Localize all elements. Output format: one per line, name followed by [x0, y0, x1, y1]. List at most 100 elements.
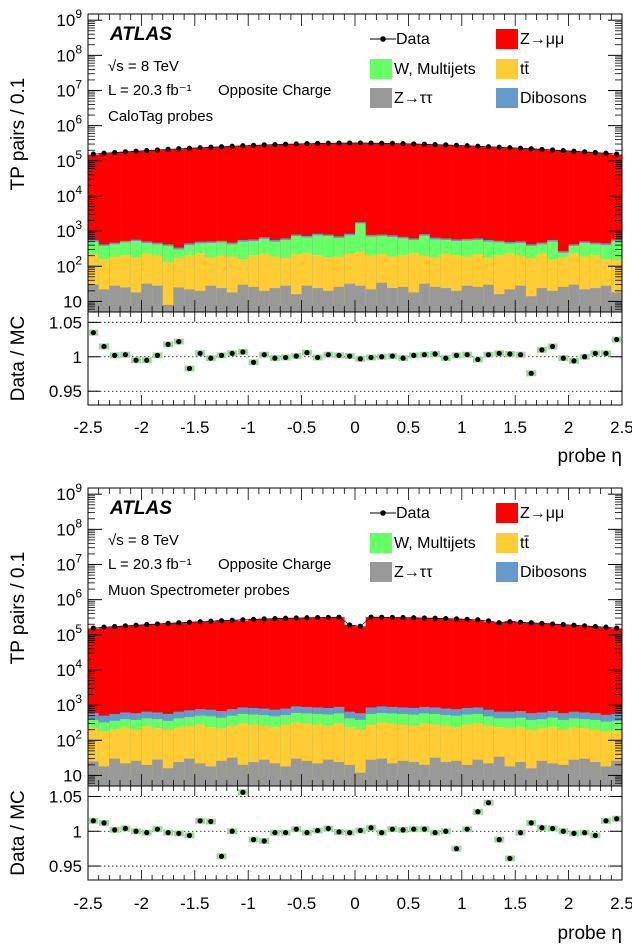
experiment-label: ATLAS: [109, 498, 172, 519]
bar-ztautau: [589, 762, 601, 786]
bar-zmumu: [162, 149, 174, 312]
bar-zmumu: [205, 147, 217, 312]
bar-zmumu: [88, 628, 99, 786]
bar-ztautau: [141, 283, 153, 312]
bar-zmumu: [589, 626, 601, 786]
y-tick-label: 105: [56, 622, 82, 645]
ratio-point: [218, 853, 225, 859]
bar-ttbar: [515, 255, 527, 312]
ratio-point: [101, 343, 107, 350]
bar-ttbar: [365, 255, 377, 312]
bar-zmumu: [440, 618, 452, 786]
ratio-point: [432, 830, 438, 836]
bar-ttbar: [461, 724, 473, 786]
legend-swatch-ttbar: [496, 59, 518, 79]
ratio-point: [176, 830, 182, 836]
ratio-point: [400, 827, 406, 833]
legend: Data Z→μμ W, Multijets tt̄ Z→ττ Dibosons: [370, 503, 587, 582]
bar-ttbar: [429, 724, 441, 786]
bar-ttbar: [141, 253, 153, 312]
ratio-point: [549, 825, 556, 832]
ratio-point: [90, 818, 96, 824]
lumi-label: L = 20.3 fb⁻¹: [108, 556, 192, 573]
bar-zmumu: [429, 618, 441, 786]
legend-swatch-ztautau: [370, 88, 392, 108]
bar-ztautau: [536, 288, 548, 312]
bar-ttbar: [184, 254, 196, 312]
bar-ttbar: [290, 722, 302, 786]
bar-zmumu: [387, 143, 399, 312]
bar-ztautau: [451, 760, 463, 786]
x-tick-label: -1.5: [180, 418, 209, 437]
bar-ttbar: [461, 256, 473, 312]
y-tick-base: 10: [56, 257, 75, 276]
bar-ttbar: [322, 725, 334, 786]
legend-label: tt̄: [520, 61, 529, 78]
ratio-point: [240, 349, 246, 355]
bar-ttbar: [194, 724, 206, 786]
bar-ztautau: [152, 759, 164, 786]
bar-zmumu: [611, 628, 622, 786]
ratio-point: [603, 350, 609, 356]
y-tick-label: 109: [56, 481, 82, 504]
bar-zmumu: [493, 622, 505, 786]
ratio-point: [411, 826, 417, 832]
legend-label: Dibosons: [520, 564, 587, 581]
y-tick-base: 10: [56, 555, 75, 574]
ratio-point: [336, 352, 342, 358]
bar-ttbar: [109, 728, 121, 786]
ratio-point: [592, 832, 598, 839]
legend-label: Data: [396, 505, 430, 522]
legend-swatch-ttbar: [496, 533, 518, 553]
y-tick-base: 10: [56, 520, 75, 539]
ratio-point: [357, 827, 363, 834]
bar-ttbar: [344, 253, 356, 312]
bar-zmumu: [451, 145, 463, 312]
ratio-point: [304, 830, 310, 836]
bar-ztautau: [504, 766, 516, 786]
bar-ttbar: [290, 254, 302, 312]
bar-ttbar: [579, 256, 591, 312]
ratio-point: [347, 353, 353, 359]
y-tick-label: 10: [63, 766, 82, 785]
x-tick-label: -0.5: [287, 418, 316, 437]
y-tick-label: 108: [56, 516, 82, 539]
ratio-point: [421, 826, 428, 832]
x-tick-label: 0.5: [397, 894, 421, 913]
y-tick-exp: 8: [75, 42, 82, 56]
legend: Data Z→μμ W, Multijets tt̄ Z→ττ Dibosons: [370, 29, 587, 108]
bar-zmumu: [557, 624, 569, 786]
ratio-point: [603, 818, 609, 824]
y-axis-label: TP pairs / 0.1: [8, 78, 29, 191]
bar-ztautau: [579, 289, 591, 312]
x-axis-label: probe η: [558, 923, 622, 944]
ratio-point: [400, 355, 406, 361]
bar-zmumu: [376, 143, 388, 312]
ratio-point: [144, 357, 150, 363]
bar-ztautau: [333, 286, 345, 312]
legend-swatch-ztautau: [370, 562, 392, 582]
bar-ttbar: [173, 258, 185, 312]
bar-ztautau: [376, 282, 388, 312]
bar-zmumu: [397, 617, 409, 786]
bar-ztautau: [525, 768, 537, 786]
ratio-point: [165, 341, 171, 347]
ratio-point: [357, 356, 363, 362]
ratio-point: [379, 830, 385, 836]
x-tick-label: -1: [241, 894, 256, 913]
bar-ztautau: [333, 762, 345, 786]
x-tick-label: 1.5: [503, 894, 527, 913]
ratio-point: [411, 352, 417, 358]
ratio-point: [240, 789, 246, 795]
bar-ztautau: [162, 768, 174, 786]
bar-ttbar: [419, 723, 431, 786]
ratio-point: [485, 800, 492, 806]
bar-ztautau: [536, 760, 548, 786]
bar-zmumu: [568, 625, 580, 786]
y-tick-exp: 2: [75, 253, 82, 267]
bar-ztautau: [237, 284, 249, 312]
y-axis-label: TP pairs / 0.1: [8, 552, 29, 665]
bar-ttbar: [355, 251, 366, 312]
ratio-point: [475, 809, 481, 815]
